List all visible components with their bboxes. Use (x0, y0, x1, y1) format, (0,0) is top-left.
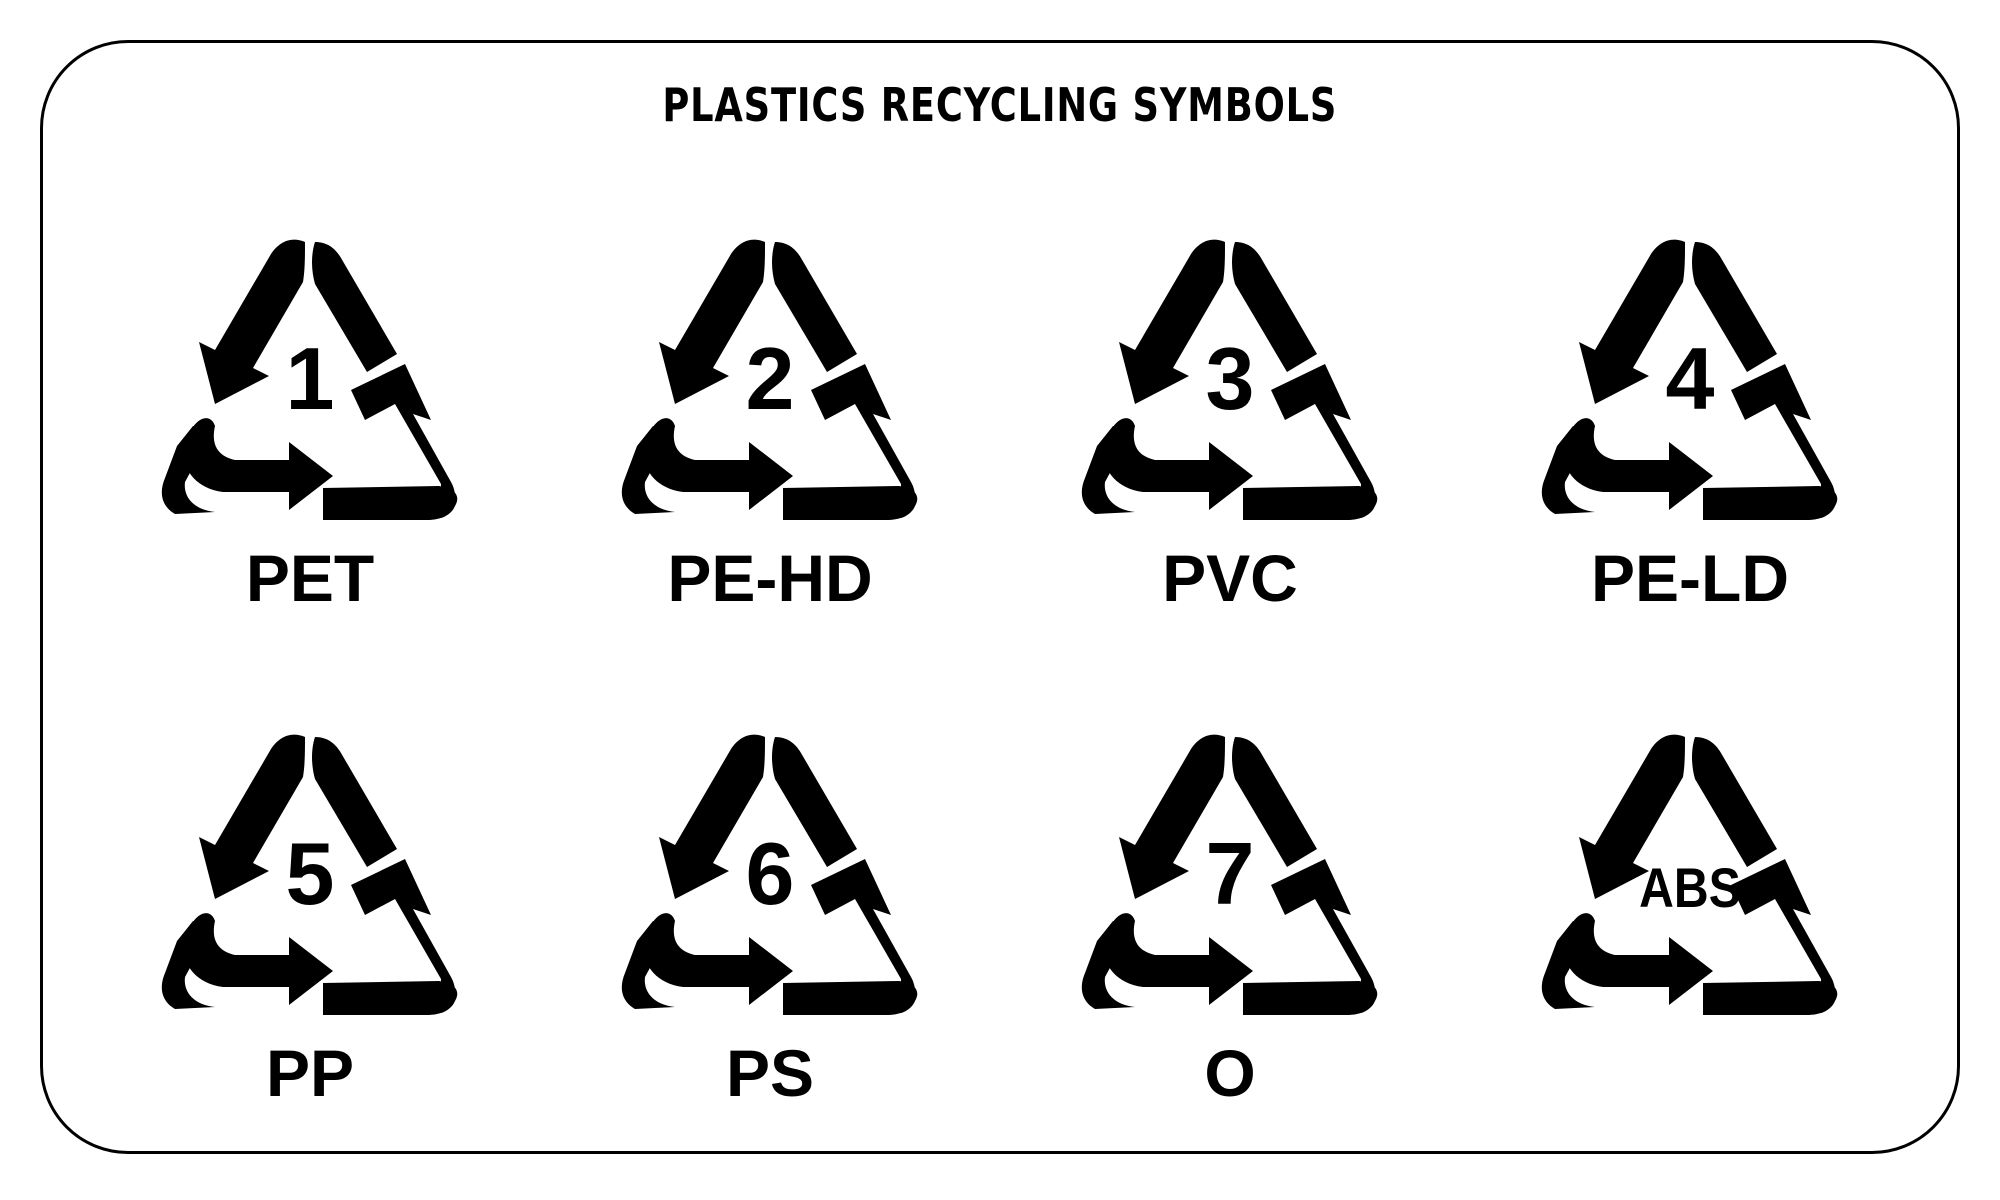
symbol-card-2: 2 PE-HD (610, 230, 930, 650)
resin-label: O (1204, 1036, 1256, 1110)
resin-code: 3 (1205, 329, 1255, 428)
resin-label: PE-LD (1591, 541, 1789, 615)
resin-code: ABS (1639, 856, 1741, 919)
symbol-card-1: 1 PET (150, 230, 470, 650)
symbol-card-3: 3 PVC (1070, 230, 1390, 650)
border-frame (40, 40, 1960, 1154)
resin-code: 7 (1205, 824, 1255, 923)
symbol-card-7: 7 O (1070, 725, 1390, 1145)
resin-label: PVC (1162, 541, 1298, 615)
resin-code: 2 (745, 329, 795, 428)
resin-code: 4 (1665, 329, 1715, 428)
resin-label: PET (245, 541, 375, 615)
symbol-card-5: 5 PP (150, 725, 470, 1145)
symbol-card-4: 4 PE-LD (1530, 230, 1850, 650)
resin-label: PP (265, 1036, 355, 1110)
symbol-card-6: 6 PS (610, 725, 930, 1145)
resin-code: 1 (285, 329, 335, 428)
resin-code: 6 (745, 824, 795, 923)
resin-label: PE-HD (667, 541, 873, 615)
resin-code: 5 (285, 824, 335, 923)
resin-label: PS (725, 1036, 815, 1110)
symbol-card-abs: ABS (1530, 725, 1850, 1145)
page-title: PLASTICS RECYCLING SYMBOLS (662, 78, 1338, 132)
